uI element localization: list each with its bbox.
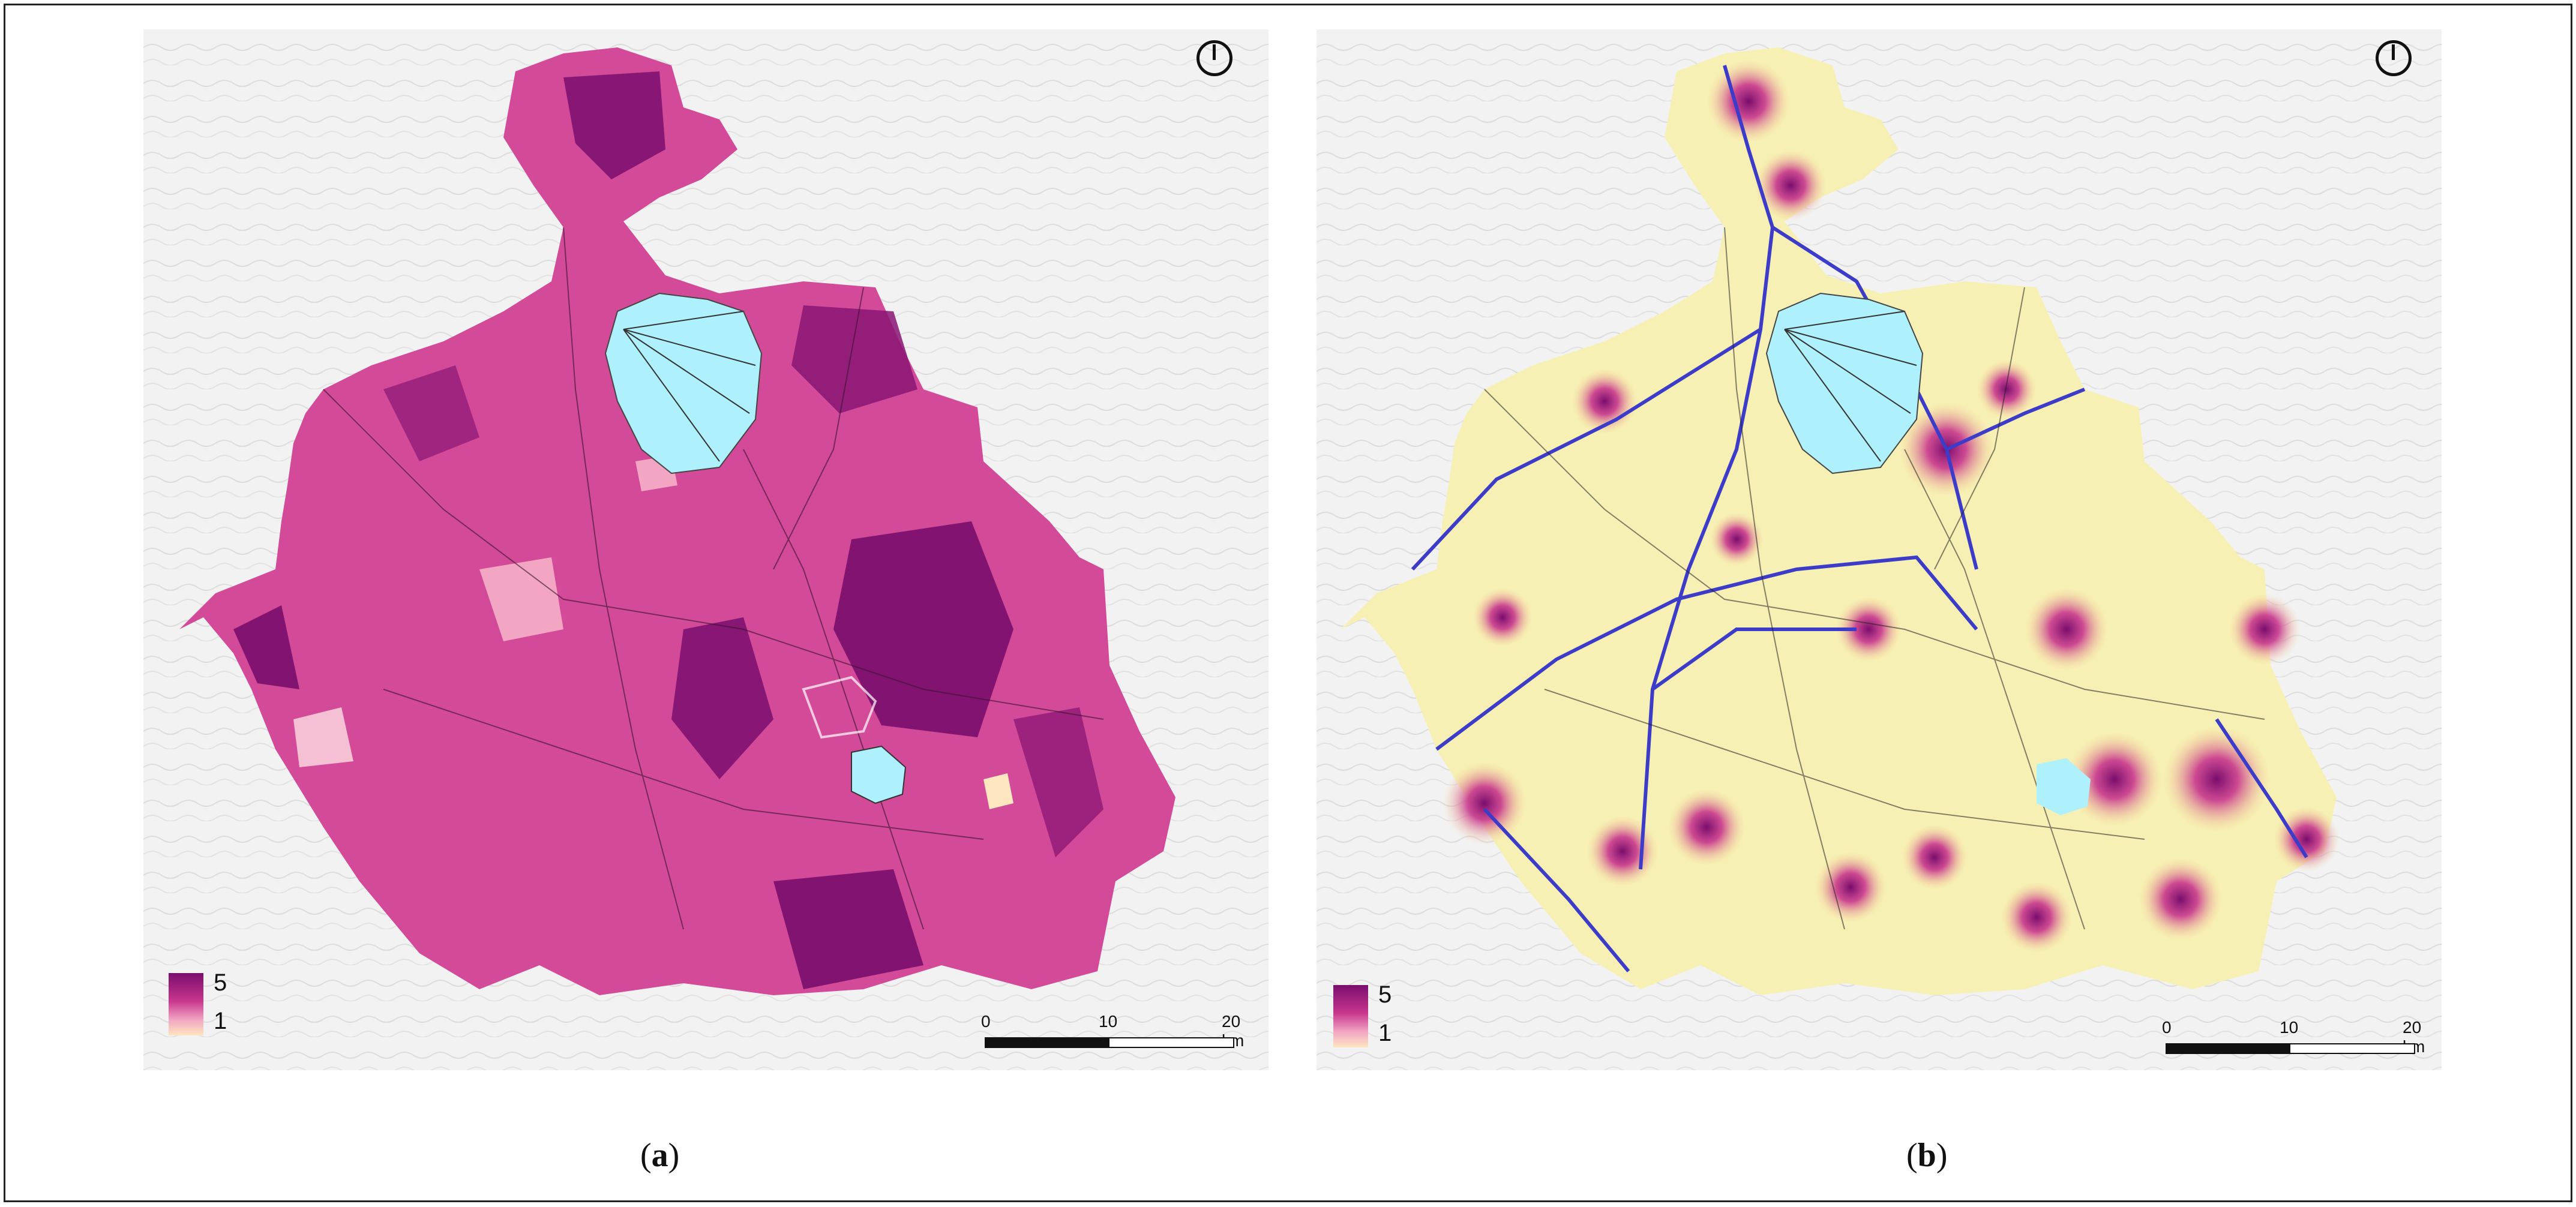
scale-bar-a: 0 10 20 km [981,1012,1267,1060]
scale-segment-black [985,1037,1109,1048]
lake-vico [2037,758,2091,815]
caption-b: (b) [1906,1137,1948,1174]
lake-vico [851,745,907,804]
lake-division-lines [1784,311,1917,462]
scale-tick-10: 10 [2280,1018,2299,1037]
lake-bolsena [1765,292,1924,475]
scale-tick-0: 0 [2162,1018,2172,1037]
north-arrow-icon [1196,40,1232,76]
color-ramp [169,973,203,1035]
high-suitability-zone [1013,707,1103,857]
high-suitability-zone [563,71,665,179]
scale-tick-10: 10 [1099,1012,1118,1031]
high-suitability-zone [791,305,917,413]
high-suitability-zone [383,365,479,461]
suitability-map-a [143,29,1268,1070]
high-suitability-zone [773,869,923,989]
legend-min-label: 1 [214,1008,227,1034]
color-ramp [1333,985,1368,1047]
low-suitability-zone [293,707,353,767]
map-panel-a [143,29,1268,1070]
high-suitability-zone [671,617,773,779]
suitability-map-b [1317,29,2442,1070]
lake-division-lines [623,311,756,462]
low-suitability-zone [983,773,1013,809]
figure-frame: 5 1 5 1 0 10 20 km 0 10 20 km (a) (b) [4,4,2572,1202]
lake-bolsena [604,292,763,475]
density-hotspots [1443,59,2340,953]
legend-max-label: 5 [214,969,227,996]
caldera-rim [802,675,877,739]
north-arrow-icon [2376,40,2412,76]
scale-tick-0: 0 [981,1012,991,1031]
road-network [1411,65,2308,972]
scale-segment-white [1108,1037,1234,1048]
legend-max-label: 5 [1378,981,1392,1008]
study-area-a [179,47,1175,995]
caption-a: (a) [640,1137,680,1174]
municipal-boundaries [323,227,1104,930]
scale-segment-black [2166,1043,2290,1054]
municipal-boundaries [1484,227,2265,930]
scale-bar-b: 0 10 20 km [2162,1018,2448,1066]
legend-min-label: 1 [1378,1020,1392,1046]
high-suitability-zone [233,605,299,689]
map-panel-b [1317,29,2442,1070]
high-suitability-zone [833,521,1013,737]
scale-segment-white [2289,1043,2415,1054]
low-suitability-zone [479,557,563,641]
